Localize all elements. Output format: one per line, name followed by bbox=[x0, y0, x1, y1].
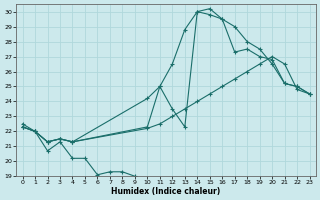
X-axis label: Humidex (Indice chaleur): Humidex (Indice chaleur) bbox=[111, 187, 221, 196]
